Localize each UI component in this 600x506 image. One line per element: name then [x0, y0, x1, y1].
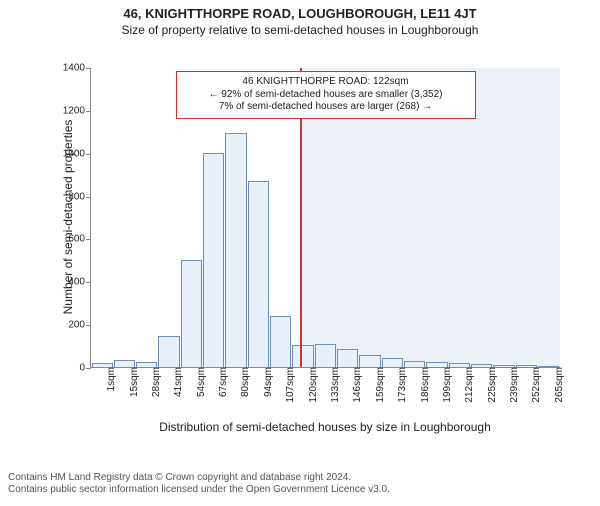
histogram-bar — [248, 181, 269, 367]
xtick-label: 54sqm — [192, 367, 207, 397]
xtick-label: 225sqm — [483, 367, 498, 403]
xtick-label: 15sqm — [125, 367, 140, 397]
histogram-bar — [203, 153, 224, 367]
histogram-bar — [315, 344, 336, 367]
histogram-bar — [114, 360, 135, 367]
xtick-label: 159sqm — [371, 367, 386, 403]
histogram-bar — [382, 358, 403, 367]
xtick-label: 186sqm — [416, 367, 431, 403]
xtick-label: 28sqm — [147, 367, 162, 397]
ytick-label: 1400 — [63, 63, 91, 74]
footer-line1: Contains HM Land Registry data © Crown c… — [8, 472, 592, 484]
ytick-label: 800 — [68, 191, 91, 202]
xtick-label: 80sqm — [236, 367, 251, 397]
xtick-label: 120sqm — [304, 367, 319, 403]
xtick-label: 173sqm — [393, 367, 408, 403]
xtick-label: 67sqm — [214, 367, 229, 397]
callout-box: 46 KNIGHTTHORPE ROAD: 122sqm ← 92% of se… — [176, 71, 476, 119]
histogram-bar — [359, 355, 380, 367]
xtick-label: 107sqm — [281, 367, 296, 403]
chart-area: Number of semi-detached properties 46 KN… — [48, 58, 568, 418]
xtick-label: 199sqm — [438, 367, 453, 403]
xtick-label: 252sqm — [527, 367, 542, 403]
histogram-bar — [270, 316, 291, 367]
callout-line2: ← 92% of semi-detached houses are smalle… — [183, 89, 469, 102]
callout-line1: 46 KNIGHTTHORPE ROAD: 122sqm — [183, 76, 469, 89]
xtick-label: 239sqm — [505, 367, 520, 403]
ytick-label: 600 — [68, 234, 91, 245]
xtick-label: 133sqm — [326, 367, 341, 403]
ytick-label: 1000 — [63, 148, 91, 159]
histogram-bar — [181, 260, 202, 367]
ytick-label: 0 — [79, 363, 91, 374]
page-subtitle: Size of property relative to semi-detach… — [0, 23, 600, 37]
xtick-label: 212sqm — [460, 367, 475, 403]
histogram-bar — [158, 336, 179, 367]
xtick-label: 94sqm — [259, 367, 274, 397]
histogram-bar — [225, 133, 246, 367]
ytick-label: 1200 — [63, 105, 91, 116]
ytick-label: 400 — [68, 277, 91, 288]
histogram-bar — [292, 345, 313, 367]
x-axis-label: Distribution of semi-detached houses by … — [90, 420, 560, 434]
page-title: 46, KNIGHTTHORPE ROAD, LOUGHBOROUGH, LE1… — [0, 6, 600, 21]
xtick-label: 41sqm — [169, 367, 184, 397]
y-axis-label: Number of semi-detached properties — [61, 87, 75, 347]
callout-line3: 7% of semi-detached houses are larger (2… — [183, 101, 469, 114]
ytick-label: 200 — [68, 320, 91, 331]
plot-region: 46 KNIGHTTHORPE ROAD: 122sqm ← 92% of se… — [90, 68, 560, 368]
xtick-label: 146sqm — [348, 367, 363, 403]
footer: Contains HM Land Registry data © Crown c… — [0, 468, 600, 500]
histogram-bar — [337, 349, 358, 367]
xtick-label: 265sqm — [550, 367, 565, 403]
footer-line2: Contains public sector information licen… — [8, 484, 592, 496]
xtick-label: 1sqm — [102, 367, 117, 391]
